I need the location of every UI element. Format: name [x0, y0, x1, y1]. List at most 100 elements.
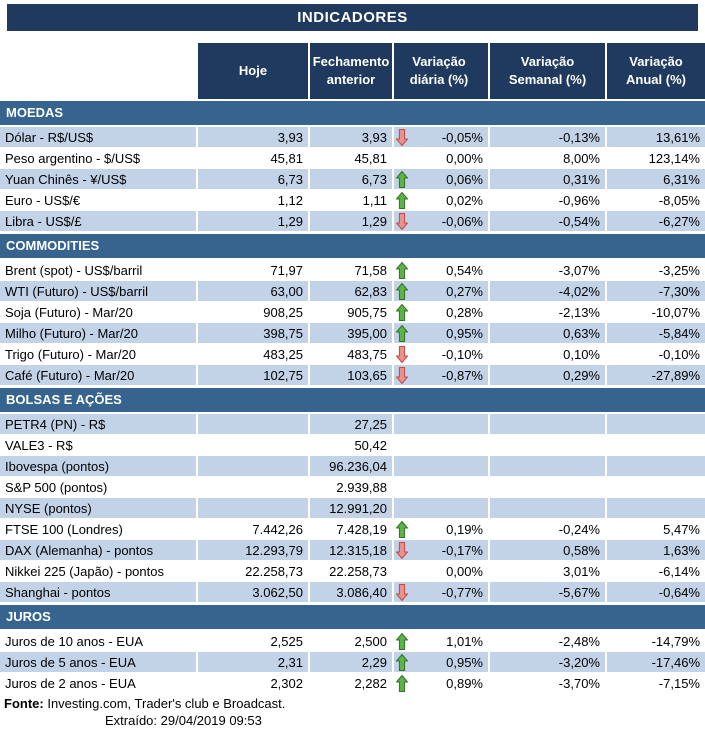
variacao-semanal-value — [490, 435, 607, 455]
row-label: PETR4 (PN) - R$ — [0, 414, 198, 434]
row-label: Ibovespa (pontos) — [0, 456, 198, 476]
table-footer: Fonte: Investing.com, Trader's club e Br… — [0, 695, 705, 729]
fechamento-anterior-value: 2.939,88 — [310, 477, 394, 497]
arrow-down-icon — [395, 366, 408, 384]
variacao-diaria-cell: -0,05% — [394, 127, 490, 147]
variacao-semanal-value: 0,63% — [490, 323, 607, 343]
variacao-diaria-value: -0,10% — [441, 346, 483, 362]
variacao-semanal-value: -0,54% — [490, 211, 607, 231]
variacao-anual-value: -10,07% — [651, 304, 700, 320]
arrow-up-icon — [395, 282, 408, 300]
footer-source-text: Investing.com, Trader's club e Broadcast… — [47, 696, 286, 711]
variacao-diaria-cell: 1,01% — [394, 631, 490, 651]
column-header: Hoje — [198, 43, 310, 99]
table-row: Yuan Chinês - ¥/US$ 6,73 6,73 0,06% 0,31% 6,3… — [0, 169, 705, 190]
arrow-empty-slot — [395, 416, 408, 433]
fechamento-anterior-value: 103,65 — [310, 365, 394, 385]
variacao-anual-value: 13,61% — [655, 129, 700, 145]
hoje-value: 1,12 — [198, 190, 310, 210]
arrow-empty-slot — [395, 437, 408, 454]
variacao-anual-value: -14,79% — [651, 633, 700, 649]
variacao-diaria-value: 0,27% — [446, 283, 483, 299]
variacao-diaria-cell: 0,27% — [394, 281, 490, 301]
fechamento-anterior-value: 12.991,20 — [310, 498, 394, 518]
footer-source-label: Fonte: — [4, 696, 44, 711]
arrow-up-icon — [395, 674, 408, 692]
variacao-diaria-value: -0,87% — [441, 367, 483, 383]
hoje-value: 6,73 — [198, 169, 310, 189]
row-label: Yuan Chinês - ¥/US$ — [0, 169, 198, 189]
fechamento-anterior-value: 3,93 — [310, 127, 394, 147]
hoje-value: 3.062,50 — [198, 582, 310, 602]
hoje-value: 2,525 — [198, 631, 310, 651]
variacao-anual-value — [607, 477, 705, 497]
variacao-anual-value: -3,25% — [658, 262, 700, 278]
row-label: Shanghai - pontos — [0, 582, 198, 602]
column-header: Variação diária (%) — [394, 43, 490, 99]
variacao-diaria-value: 0,95% — [446, 325, 483, 341]
variacao-anual-value — [607, 456, 705, 476]
variacao-diaria-value: -0,06% — [441, 213, 483, 229]
variacao-semanal-value: -0,96% — [490, 190, 607, 210]
variacao-diaria-cell: 0,00% — [394, 561, 490, 581]
hoje-value: 1,29 — [198, 211, 310, 231]
table-body: MOEDAS Dólar - R$/US$ 3,93 3,93 -0,05% -0,13%… — [0, 101, 705, 694]
section-header: BOLSAS E AÇÕES — [0, 388, 705, 412]
variacao-diaria-cell: -0,10% — [394, 344, 490, 364]
table-row: Peso argentino - $/US$ 45,81 45,81 0,00% 8,0… — [0, 148, 705, 169]
variacao-diaria-cell: -0,87% — [394, 365, 490, 385]
table-row: Café (Futuro) - Mar/20 102,75 103,65 -0,87%… — [0, 365, 705, 386]
variacao-diaria-cell — [394, 435, 490, 455]
table-header: Hoje Fechamento anterior Variação diária (… — [0, 43, 705, 99]
variacao-diaria-value: 0,89% — [446, 675, 483, 691]
arrow-down-icon — [395, 128, 408, 146]
variacao-diaria-value: -0,77% — [441, 584, 483, 600]
table-row: Ibovespa (pontos) 96.236,04 — [0, 456, 705, 477]
hoje-value: 12.293,79 — [198, 540, 310, 560]
hoje-value: 2,31 — [198, 652, 310, 672]
variacao-anual-value: -5,84% — [658, 325, 700, 341]
section-header: COMMODITIES — [0, 234, 705, 258]
variacao-diaria-cell: 0,28% — [394, 302, 490, 322]
variacao-diaria-cell: -0,06% — [394, 211, 490, 231]
footer-source: Fonte: Investing.com, Trader's club e Br… — [0, 695, 705, 712]
table-row: VALE3 - R$ 50,42 — [0, 435, 705, 456]
variacao-anual-value — [607, 498, 705, 518]
row-label: Nikkei 225 (Japão) - pontos — [0, 561, 198, 581]
variacao-semanal-value: -3,07% — [490, 260, 607, 280]
table-row: Soja (Futuro) - Mar/20 908,25 905,75 0,28% -… — [0, 302, 705, 323]
section-header: MOEDAS — [0, 101, 705, 125]
variacao-semanal-value: -4,02% — [490, 281, 607, 301]
row-label: S&P 500 (pontos) — [0, 477, 198, 497]
variacao-semanal-value — [490, 477, 607, 497]
hoje-value: 483,25 — [198, 344, 310, 364]
fechamento-anterior-value: 2,282 — [310, 673, 394, 693]
row-label: DAX (Alemanha) - pontos — [0, 540, 198, 560]
variacao-anual-value: -6,27% — [658, 213, 700, 229]
variacao-diaria-value: 0,28% — [446, 304, 483, 320]
hoje-value: 102,75 — [198, 365, 310, 385]
variacao-diaria-value: 0,06% — [446, 171, 483, 187]
variacao-anual-value: 123,14% — [648, 150, 700, 166]
footer-extracted-label: Extraído: — [105, 713, 158, 728]
variacao-semanal-value: 0,10% — [490, 344, 607, 364]
row-label: Trigo (Futuro) - Mar/20 — [0, 344, 198, 364]
hoje-value: 45,81 — [198, 148, 310, 168]
footer-extracted-value: 29/04/2019 09:53 — [160, 713, 262, 728]
row-label: Libra - US$/£ — [0, 211, 198, 231]
variacao-anual-value: -7,30% — [658, 283, 700, 299]
variacao-diaria-value: 0,02% — [446, 192, 483, 208]
variacao-semanal-value: -3,20% — [490, 652, 607, 672]
fechamento-anterior-value: 1,29 — [310, 211, 394, 231]
table-row: Milho (Futuro) - Mar/20 398,75 395,00 0,95%… — [0, 323, 705, 344]
row-label: VALE3 - R$ — [0, 435, 198, 455]
variacao-diaria-cell: -0,17% — [394, 540, 490, 560]
table-row: WTI (Futuro) - US$/barril 63,00 62,83 0,27%… — [0, 281, 705, 302]
variacao-diaria-value: 1,01% — [446, 633, 483, 649]
arrow-empty-slot — [395, 479, 408, 496]
variacao-diaria-cell — [394, 456, 490, 476]
table-row: Shanghai - pontos 3.062,50 3.086,40 -0,77% -… — [0, 582, 705, 603]
variacao-semanal-value — [490, 456, 607, 476]
column-header: Fechamento anterior — [310, 43, 394, 99]
variacao-anual-value: 1,63% — [663, 542, 700, 558]
